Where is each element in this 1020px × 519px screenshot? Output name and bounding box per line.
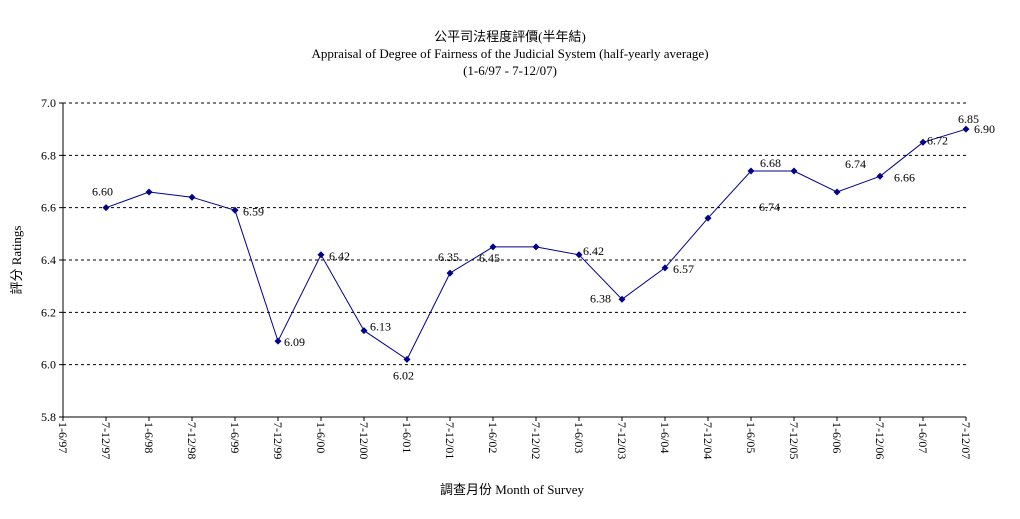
x-tick-label: 7-12/05: [787, 422, 801, 459]
chart-titles: 公平司法程度評價(半年結) Appraisal of Degree of Fai…: [0, 28, 1020, 79]
data-point: [919, 138, 927, 146]
x-tick-label: 7-12/98: [185, 422, 199, 459]
data-point: [102, 204, 110, 212]
data-point: [661, 264, 669, 272]
data-point: [876, 172, 884, 180]
data-label: 6.85: [958, 112, 979, 126]
x-tick-label: 7-12/06: [873, 422, 887, 459]
x-tick-label: 1-6/99: [228, 422, 242, 453]
data-point: [790, 167, 798, 175]
x-tick-labels: 1-6/97 7-12/97 1-6/98 7-12/98 1-6/99 7-12/99 1…: [56, 422, 973, 459]
data-point: [833, 188, 841, 196]
data-point: [446, 269, 454, 277]
y-tick-label: 6.8: [41, 148, 56, 162]
chart-subtitle-range: (1-6/97 - 7-12/07): [463, 63, 557, 78]
x-tick-label: 1-6/06: [830, 422, 844, 453]
y-tick-label: 6.0: [41, 358, 56, 372]
data-point: [317, 251, 325, 259]
data-label: 6.02: [393, 368, 414, 382]
data-point: [962, 125, 970, 133]
data-point: [188, 193, 196, 201]
x-tick-label: 1-6/07: [916, 422, 930, 453]
axes: [59, 102, 967, 421]
data-point: [747, 167, 755, 175]
x-tick-label: 1-6/05: [744, 422, 758, 453]
x-tick-label: 7-12/99: [271, 422, 285, 459]
x-tick-label: 1-6/04: [658, 422, 672, 453]
data-label: 6.59: [243, 204, 264, 218]
x-tick-label: 7-12/03: [615, 422, 629, 459]
data-label: 6.09: [284, 335, 305, 349]
y-axis-label: 評分 Ratings: [9, 226, 24, 295]
x-tick-label: 7-12/97: [99, 422, 113, 459]
data-label: 6.35: [438, 250, 459, 264]
grid-lines: [63, 102, 966, 366]
y-tick-label: 6.4: [41, 253, 56, 267]
y-tick-label: 5.8: [41, 410, 56, 424]
data-label: 6.90: [974, 122, 995, 136]
data-label: 6.13: [370, 320, 391, 334]
chart-subtitle: Appraisal of Degree of Fairness of the J…: [311, 46, 709, 61]
data-labels: 6.60 6.59 6.09 6.42 6.13 6.02 6.35 6.45 6.42 6.38…: [92, 112, 995, 382]
data-label: 6.60: [92, 185, 113, 199]
data-point: [575, 251, 583, 259]
data-label: 6.72: [927, 133, 948, 147]
data-point: [360, 327, 368, 335]
x-tick-label: 7-12/02: [529, 422, 543, 459]
x-tick-label: 1-6/01: [400, 422, 414, 453]
data-label: 6.74: [759, 200, 780, 214]
data-point: [489, 243, 497, 251]
x-tick-label: 7-12/04: [701, 422, 715, 459]
data-point: [274, 337, 282, 345]
data-point: [618, 295, 626, 303]
x-tick-label: 1-6/00: [314, 422, 328, 453]
data-point: [403, 355, 411, 363]
x-tick-label: 7-12/01: [443, 422, 457, 459]
data-label: 6.68: [760, 156, 781, 170]
x-tick-label: 1-6/02: [486, 422, 500, 453]
data-label: 6.74: [845, 157, 866, 171]
data-markers: [102, 125, 970, 363]
x-tick-label: 7-12/07: [959, 422, 973, 459]
y-tick-label: 7.0: [41, 96, 56, 110]
data-label: 6.45: [479, 251, 500, 265]
x-tick-label: 7-12/00: [357, 422, 371, 459]
data-point: [704, 214, 712, 222]
x-tick-label: 1-6/03: [572, 422, 586, 453]
data-label: 6.57: [673, 262, 694, 276]
x-tick-label: 1-6/97: [56, 422, 70, 453]
x-tick-label: 1-6/98: [142, 422, 156, 453]
data-label: 6.42: [583, 244, 604, 258]
data-label: 6.66: [894, 170, 915, 184]
data-point: [532, 243, 540, 251]
y-tick-label: 6.6: [41, 201, 56, 215]
data-label: 6.42: [329, 249, 350, 263]
y-tick-labels: 7.0 6.8 6.6 6.4 6.2 6.0 5.8: [41, 96, 56, 424]
data-point: [231, 206, 239, 214]
x-axis-label: 調查月份 Month of Survey: [440, 482, 585, 497]
chart-title: 公平司法程度評價(半年結): [434, 29, 586, 44]
data-point: [145, 188, 153, 196]
y-tick-label: 6.2: [41, 305, 56, 319]
data-label: 6.38: [590, 291, 611, 305]
